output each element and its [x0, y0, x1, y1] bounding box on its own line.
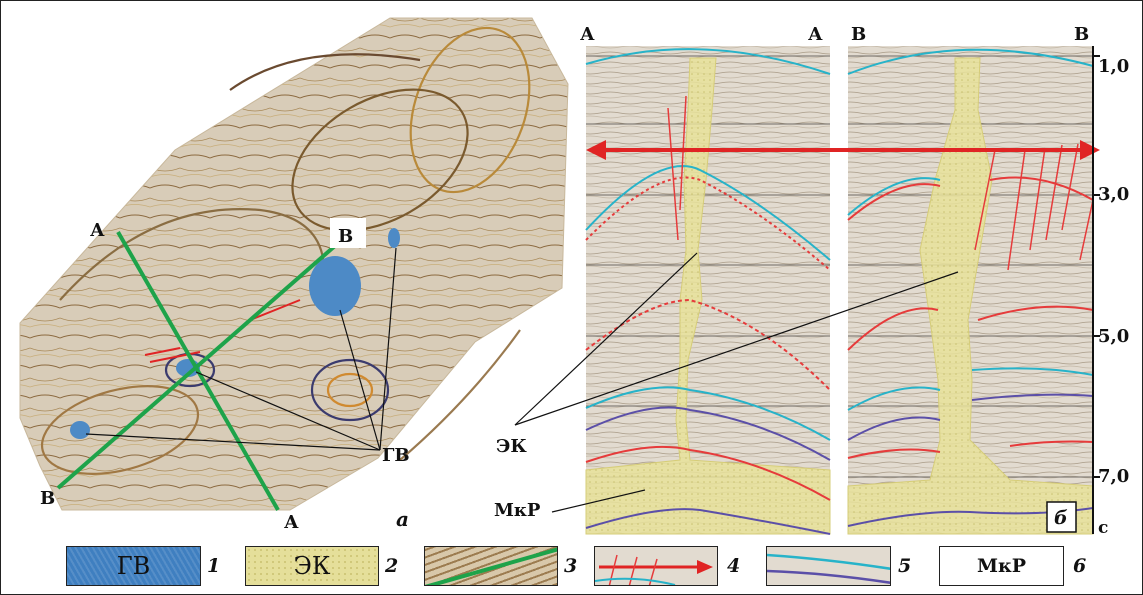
legend-num-6: 6	[1073, 555, 1087, 577]
map-swirl-contours	[40, 26, 531, 475]
mkr-label: МкР	[494, 500, 541, 521]
time-tick-3: 3,0	[1098, 184, 1129, 205]
legend-fault-box	[594, 546, 718, 586]
profile-line-b	[56, 243, 338, 490]
time-tick-7: 7,0	[1098, 466, 1129, 487]
time-axis: 1,0 3,0 5,0 7,0 с	[1092, 46, 1129, 538]
map-panel: А А В В ГВ а	[19, 17, 569, 533]
legend-num-5: 5	[898, 555, 912, 577]
panel-label-b-box	[1046, 501, 1077, 533]
legend-mkr-box: МкР	[939, 546, 1064, 586]
horizons	[585, 48, 1094, 535]
section-label-a-start: А	[580, 24, 595, 45]
section-label-b-start: В	[851, 24, 866, 45]
time-tick-5: 5,0	[1098, 326, 1129, 347]
panel-label-b: б	[1054, 507, 1068, 529]
section-gap	[830, 46, 848, 534]
map-label-b-end: В	[338, 226, 353, 247]
map-label-b-bg	[330, 218, 366, 248]
faults	[667, 95, 1094, 271]
ek-label: ЭК	[496, 436, 527, 457]
legend-gv-text: ГВ	[116, 552, 151, 580]
section-label-a-end: А	[808, 24, 823, 45]
gas-chimney-large	[309, 256, 361, 316]
gv-pointer-lines	[85, 247, 397, 451]
legend-horizon-lines-icon	[767, 553, 890, 584]
gas-chimney-small	[388, 228, 400, 248]
section-label-b-end: В	[1074, 24, 1089, 45]
legend-profile-line-icon	[425, 547, 557, 585]
legend-ek-box: ЭК	[245, 546, 379, 586]
time-unit: с	[1098, 518, 1108, 538]
legend-horizon-box	[766, 546, 891, 586]
horizontal-double-arrow	[586, 140, 1100, 160]
mkr-pointer-line	[551, 489, 646, 513]
map-label-b-start: В	[40, 488, 55, 509]
legend-mkr-text: МкР	[976, 555, 1027, 577]
map-label-a-start: А	[90, 220, 105, 241]
map-label-a-end: А	[284, 512, 299, 533]
gas-chimney-left	[70, 421, 90, 439]
legend-num-1: 1	[207, 555, 221, 577]
legend-num-2: 2	[385, 555, 399, 577]
legend-gv-box: ГВ	[66, 546, 201, 586]
ek-pointer-lines	[514, 252, 959, 426]
seismic-map-area	[19, 17, 569, 511]
profile-line-a	[116, 231, 280, 511]
map-fault-traces	[144, 299, 301, 363]
panel-label-a: а	[396, 507, 409, 531]
sections-panel: 1,0 3,0 5,0 7,0 с А А В В ЭК МкР б	[494, 24, 1129, 538]
time-tick-1: 1,0	[1098, 56, 1129, 77]
gv-label: ГВ	[382, 445, 410, 466]
legend-fault-arrow-icon	[595, 554, 713, 585]
legend-ek-text: ЭК	[293, 552, 331, 580]
legend-num-3: 3	[564, 555, 578, 577]
legend-num-4: 4	[727, 555, 741, 577]
legend-profile-box	[424, 546, 558, 586]
